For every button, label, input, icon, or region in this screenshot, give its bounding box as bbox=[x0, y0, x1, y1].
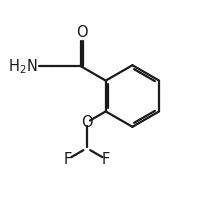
Text: H$_2$N: H$_2$N bbox=[8, 57, 37, 76]
Text: O: O bbox=[81, 115, 93, 130]
Text: F: F bbox=[102, 152, 110, 167]
Text: O: O bbox=[76, 25, 88, 40]
Text: F: F bbox=[64, 152, 72, 167]
